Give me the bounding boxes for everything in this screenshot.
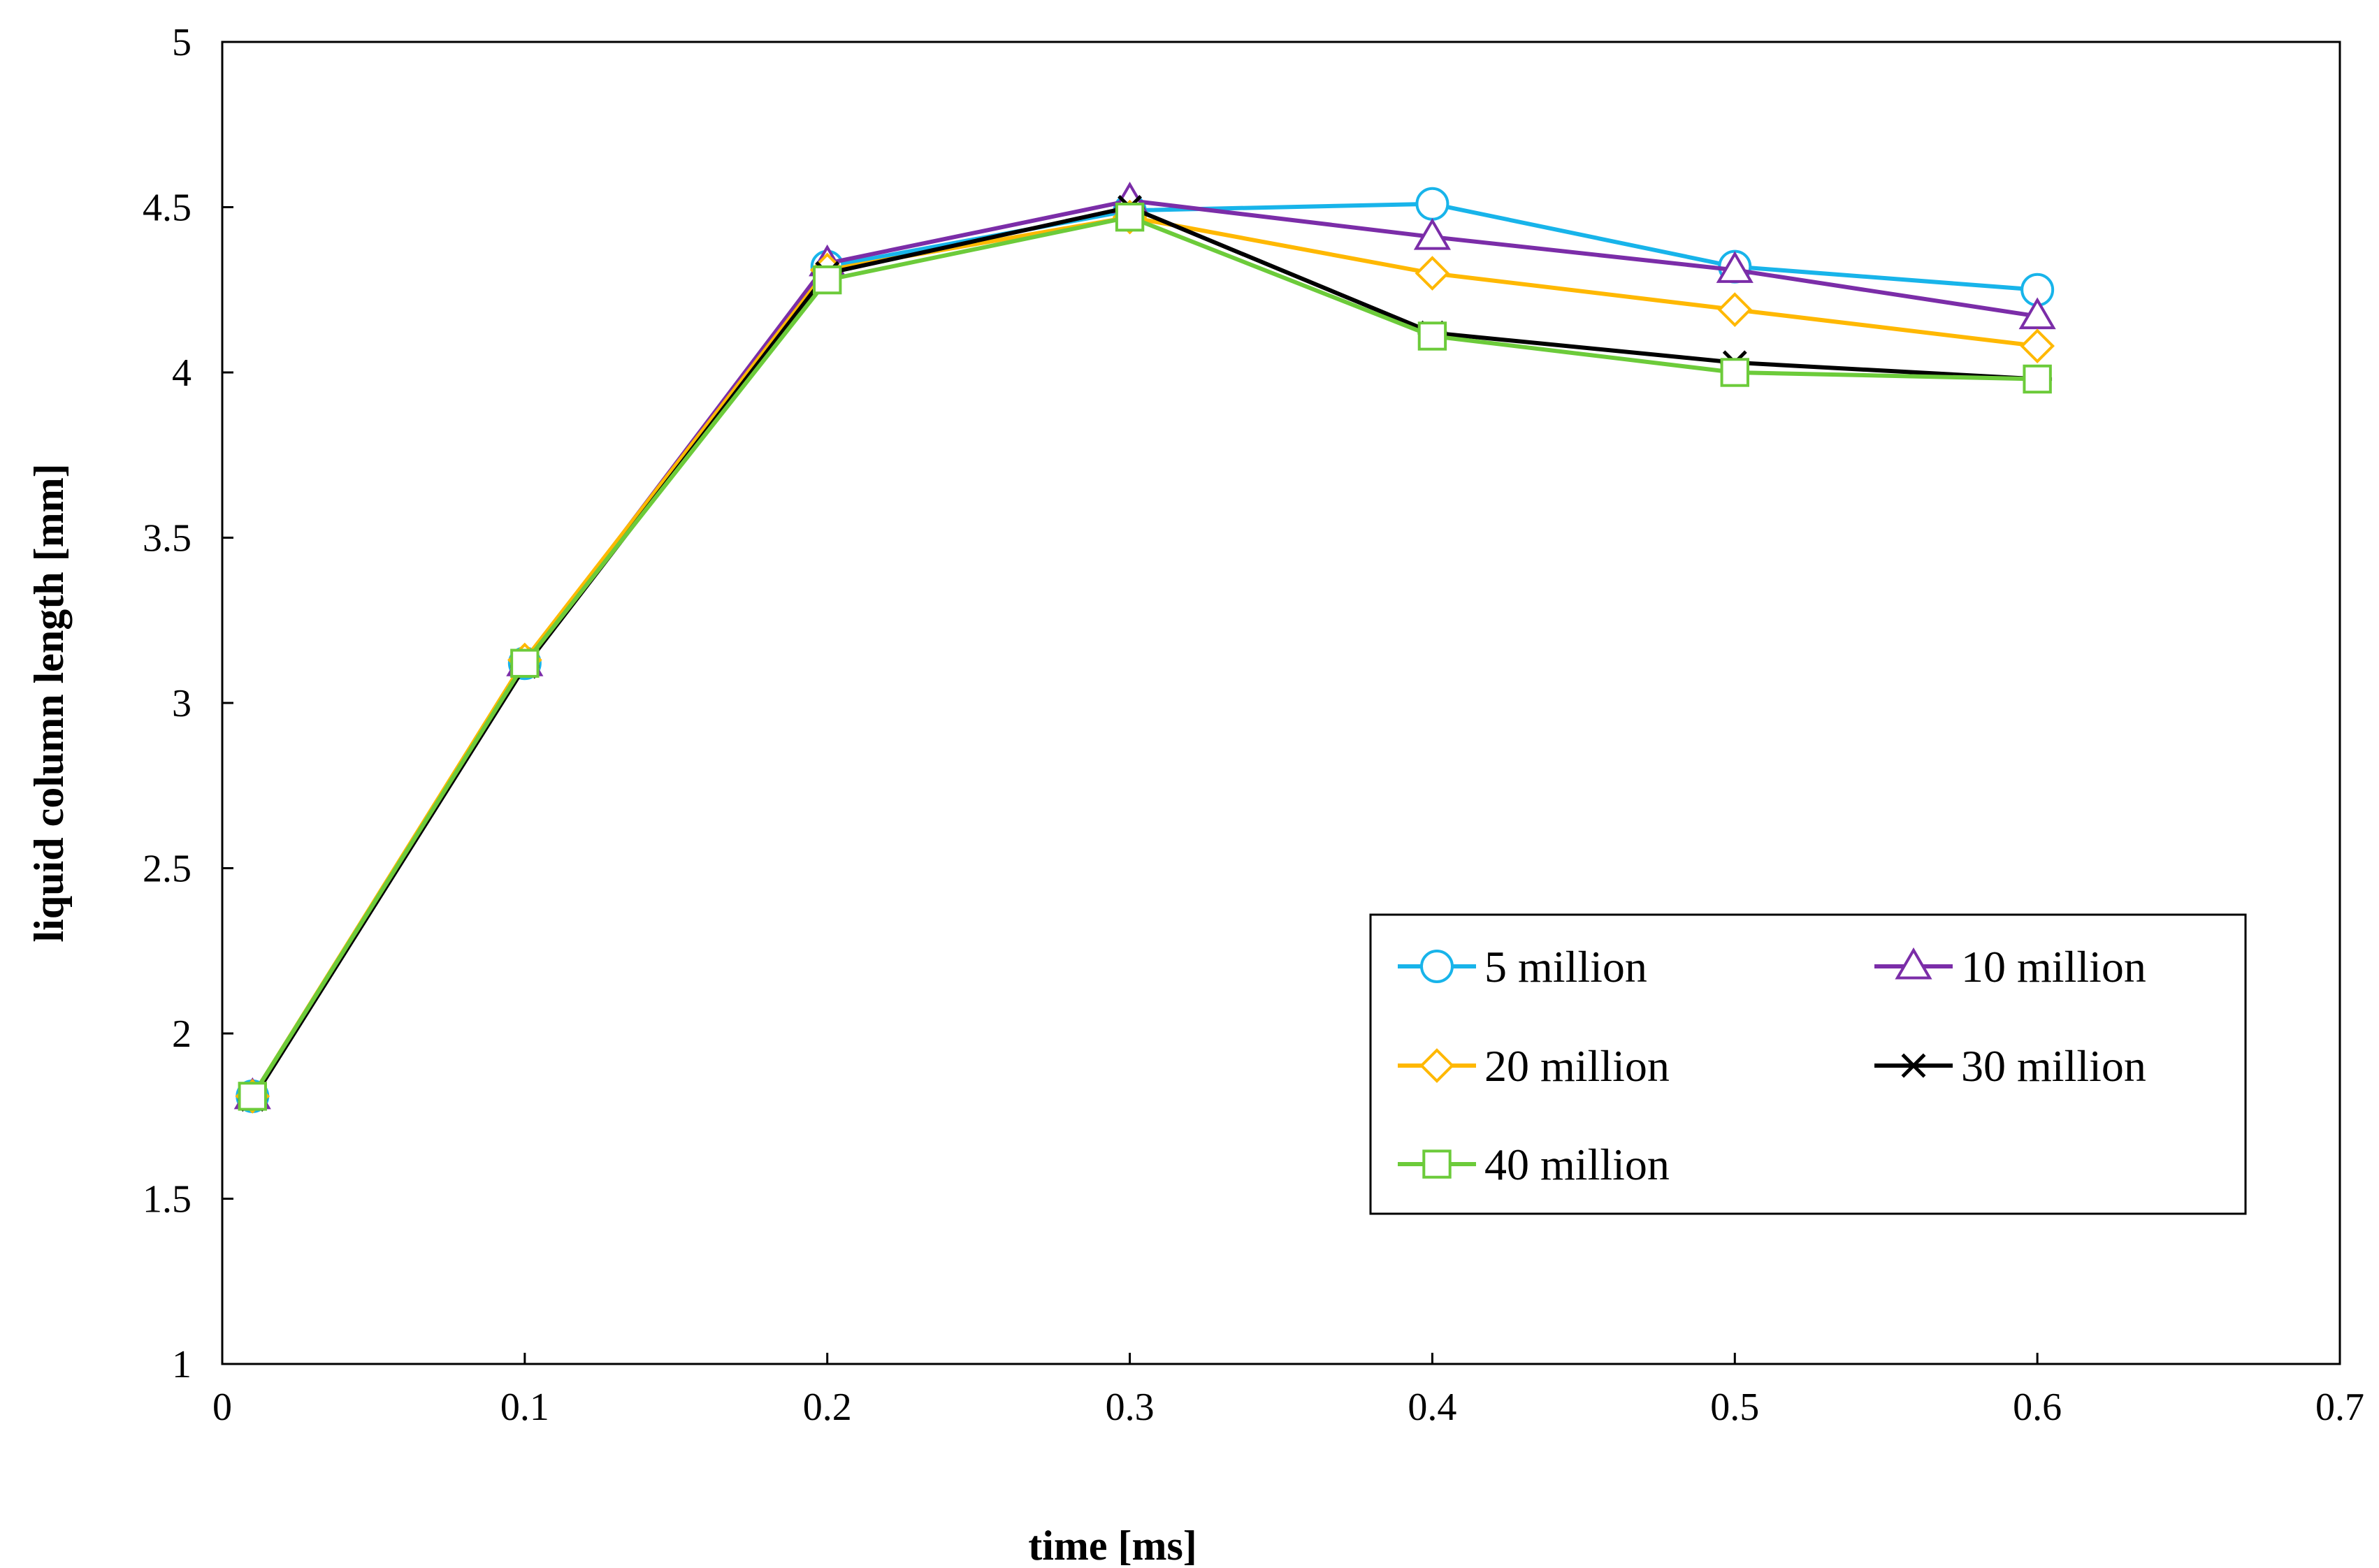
data-point [1720,358,1749,387]
legend: 5 million 10 million 20 million 30 million 4… [1369,913,2247,1215]
x-tick-label: 0.1 [500,1386,549,1429]
data-point [510,648,540,678]
y-tick-label: 4 [172,351,191,395]
legend-label: 20 million [1484,1041,1670,1091]
x-tick-label: 0.5 [1710,1386,1759,1429]
x-axis-title: time [ms] [1028,1523,1197,1568]
asterisk-marker [1899,1053,1928,1078]
y-tick-label: 5 [172,21,191,64]
series-layer [233,181,2056,1114]
legend-label: 10 million [1961,942,2146,992]
y-tick-label: 2 [172,1012,191,1056]
legend-label: 30 million [1961,1041,2146,1091]
legend-item: 5 million [1398,942,1647,992]
legend-label: 40 million [1484,1140,1670,1189]
x-tick-label: 0.7 [2315,1386,2364,1429]
triangle-marker [1895,947,1932,980]
y-axis-title: liquid column length [mm] [26,463,72,942]
x-tick-label: 0.6 [2013,1386,2062,1429]
y-tick-label: 4.5 [143,187,191,230]
y-axis: 1 1.5 2 2.5 3 3.5 4 4.5 5 [143,21,233,1386]
circle-marker [1420,950,1454,983]
data-point [1717,292,1753,327]
data-point [813,265,842,295]
data-point [1415,187,1449,221]
x-tick-label: 0.2 [803,1386,852,1429]
x-axis: 0 0.1 0.2 0.3 0.4 0.5 0.6 0.7 [212,1353,2364,1429]
y-tick-label: 1 [172,1343,191,1386]
data-point [2018,297,2056,330]
data-point [238,1082,267,1111]
data-point [1716,251,1753,283]
diamond-marker [1419,1048,1454,1083]
y-tick-label: 3 [172,682,191,725]
data-point [2020,328,2055,363]
series-40-million [238,202,2052,1111]
legend-item: 20 million [1398,1041,1670,1091]
data-point [1415,256,1450,291]
data-point [1417,321,1447,351]
legend-box [1369,913,2247,1215]
x-tick-label: 0.3 [1106,1386,1155,1429]
data-point [1413,218,1452,250]
square-marker [1422,1149,1452,1179]
y-tick-label: 1.5 [143,1178,191,1221]
x-tick-label: 0 [212,1386,232,1429]
legend-item: 10 million [1874,942,2146,992]
data-point [1115,202,1145,232]
legend-item: 40 million [1398,1140,1670,1189]
x-tick-label: 0.4 [1408,1386,1456,1429]
legend-item: 30 million [1874,1041,2146,1091]
y-tick-label: 3.5 [143,517,191,560]
y-tick-label: 2.5 [143,848,191,891]
legend-label: 5 million [1484,942,1647,992]
data-point [2023,364,2052,394]
